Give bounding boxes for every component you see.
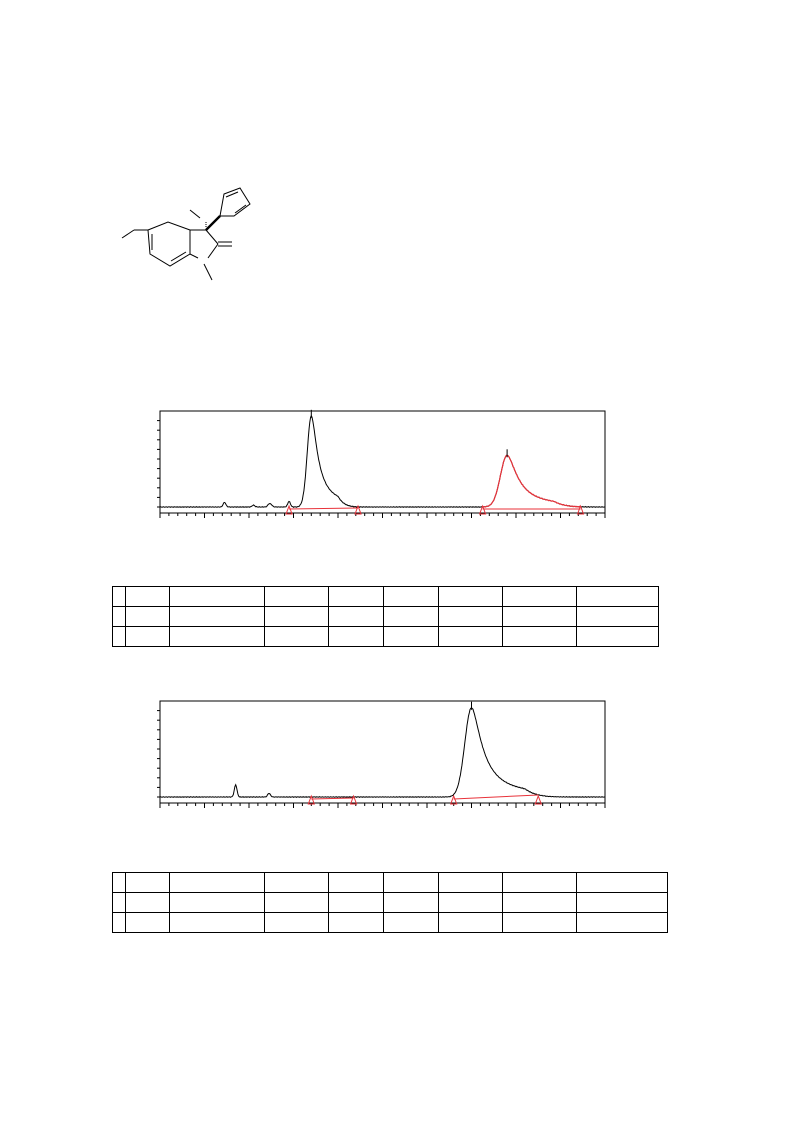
table-cell (383, 872, 439, 893)
table-cell (264, 586, 329, 607)
table-cell (502, 892, 577, 913)
table-row (112, 912, 668, 933)
peak-table-2 (112, 872, 668, 933)
integration-markers (285, 504, 585, 515)
table-cell (125, 912, 170, 933)
table-cell (112, 872, 126, 893)
integration-marker (349, 794, 358, 805)
integration-marker (478, 504, 487, 515)
y-axis-ticks (157, 420, 160, 508)
y-axis-ticks (157, 710, 160, 798)
table-row (112, 872, 668, 893)
table-cell (125, 892, 170, 913)
table-cell (383, 606, 439, 627)
integration-marker (449, 794, 458, 805)
table-cell (264, 626, 329, 647)
integration-baseline (311, 797, 354, 800)
table-cell (383, 912, 439, 933)
table-cell (112, 912, 126, 933)
table-cell (264, 606, 329, 627)
table-cell (383, 892, 439, 913)
table-cell (328, 892, 384, 913)
integration-markers (307, 794, 542, 805)
table-cell (169, 586, 265, 607)
table-cell (169, 872, 265, 893)
table-cell (502, 912, 577, 933)
table-cell (112, 892, 126, 913)
table-cell (502, 606, 577, 627)
integration-baseline (289, 507, 359, 510)
table-cell (112, 606, 126, 627)
molecule-structure (121, 187, 251, 281)
table-cell (169, 626, 265, 647)
table-cell (264, 872, 329, 893)
table-cell (125, 586, 170, 607)
peak-table-1 (112, 586, 659, 647)
table-cell (125, 606, 170, 627)
integration-marker (285, 504, 293, 515)
table-cell (576, 586, 659, 607)
table-cell (264, 892, 329, 913)
table-cell (328, 872, 384, 893)
integration-marker (307, 794, 316, 805)
table-cell (502, 586, 577, 607)
table-cell (169, 606, 265, 627)
table-cell (328, 586, 384, 607)
chromatogram-2 (157, 700, 606, 808)
table-cell (328, 912, 384, 933)
plot-frame (159, 700, 606, 804)
chromatogram-1 (157, 409, 606, 518)
table-cell (576, 912, 668, 933)
table-row (112, 586, 659, 607)
integration-marker (534, 794, 542, 805)
table-cell (438, 892, 503, 913)
table-cell (438, 606, 503, 627)
table-cell (125, 872, 170, 893)
table-cell (438, 586, 503, 607)
table-cell (383, 586, 439, 607)
table-cell (576, 892, 668, 913)
x-axis-ticks (159, 513, 606, 518)
table-cell (383, 626, 439, 647)
table-cell (502, 872, 577, 893)
table-cell (502, 626, 577, 647)
table-cell (328, 606, 384, 627)
chromatogram-trace (159, 706, 606, 799)
integration-marker (576, 504, 585, 515)
integration-marker (354, 504, 362, 515)
table-cell (328, 626, 384, 647)
chromatogram-trace (159, 414, 606, 509)
table-cell (576, 626, 659, 647)
table-cell (438, 912, 503, 933)
table-cell (112, 626, 126, 647)
table-cell (169, 912, 265, 933)
table-cell (112, 586, 126, 607)
table-cell (169, 892, 265, 913)
table-cell (438, 626, 503, 647)
table-cell (264, 912, 329, 933)
table-cell (438, 872, 503, 893)
integration-baseline (453, 794, 539, 800)
table-row (112, 606, 659, 627)
integrated-peak-trace (482, 454, 581, 508)
table-cell (576, 872, 668, 893)
table-row (112, 892, 668, 913)
table-cell (125, 626, 170, 647)
table-row (112, 626, 659, 647)
table-cell (576, 606, 659, 627)
